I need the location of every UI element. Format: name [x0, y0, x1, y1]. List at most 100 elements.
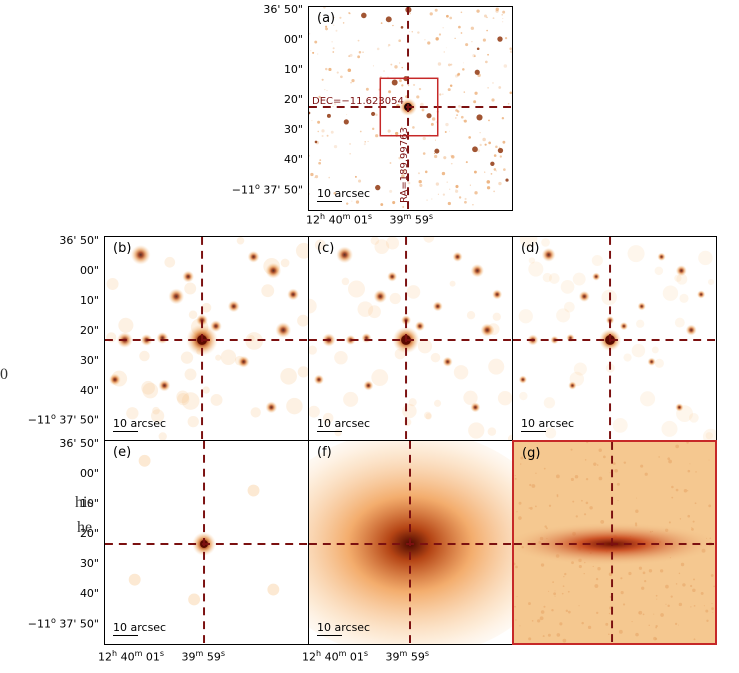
ytick-b-0: 36' 50": [59, 234, 99, 247]
panel-g-image: [514, 442, 715, 643]
panel-f-label: (f): [317, 445, 332, 460]
side-text-0: 0: [0, 366, 8, 383]
ytick-a-1: 00": [283, 33, 303, 46]
panel-b-scalebar: 10 arcsec: [113, 416, 167, 432]
xtick-e-h-unit: h: [112, 649, 118, 658]
ytick-a-6: −11o 37' 50": [232, 182, 303, 197]
ytick-e-4: 30": [79, 557, 99, 570]
panel-f-scale-bar: [317, 634, 342, 636]
xtick-f-s2-unit: s: [424, 649, 429, 658]
side-text-2: he: [77, 519, 93, 536]
xtick-f-s1-unit: s: [363, 649, 369, 658]
panel-a-scalebar: 10 arcsec: [317, 186, 371, 202]
ytick-b-5: 40": [79, 384, 99, 397]
panel-b: (b) 10 arcsec: [104, 236, 309, 441]
ra-annotation: RA=189.99763: [399, 127, 410, 203]
xticks-a: 12h 40m 01s 39m 59s: [306, 212, 433, 227]
panel-c-scalebar: 10 arcsec: [317, 416, 371, 432]
panel-c-image: [309, 237, 512, 440]
panel-c-label: (c): [317, 241, 335, 256]
ytick-a-0: 36' 50": [263, 3, 303, 16]
panel-e-scalebar: 10 arcsec: [113, 621, 166, 636]
ytick-b-6-deg: o: [51, 412, 56, 421]
ytick-b-1: 00": [79, 264, 99, 277]
xtick-f-s2: 59: [410, 650, 425, 664]
xtick-f-m-unit: m: [338, 649, 347, 658]
xtick-e-s1-unit: s: [159, 649, 165, 658]
ytick-e-6-deg: o: [51, 616, 56, 625]
xtick-a-m2-unit: m: [403, 212, 412, 221]
ytick-b-6-prefix: −11: [27, 413, 52, 427]
xtick-a-s2-unit: s: [428, 212, 433, 221]
xtick-a-s2: 59: [414, 213, 429, 227]
xtick-a-m-unit: m: [342, 212, 351, 221]
side-text-1: his: [75, 494, 94, 511]
ytick-a-3: 20": [283, 93, 303, 106]
ytick-b-4: 30": [79, 354, 99, 367]
ytick-e-1: 00": [79, 467, 99, 480]
ytick-a-2: 10": [283, 63, 303, 76]
panel-f-scale-text: 10 arcsec: [317, 620, 371, 634]
xtick-e-s2: 59: [206, 650, 221, 664]
panel-d: (d) 10 arcsec: [512, 236, 717, 441]
panel-e-image: [105, 441, 308, 644]
panel-d-label: (d): [521, 241, 540, 256]
ytick-a-5: 40": [283, 153, 303, 166]
ytick-b-6: −11o 37' 50": [28, 412, 99, 427]
panel-c-scale-bar: [317, 430, 342, 432]
xtick-a-h: 12: [306, 213, 320, 227]
ytick-b-6-suffix: 37' 50": [55, 413, 99, 427]
panel-c-scale-text: 10 arcsec: [317, 416, 371, 430]
xticks-e: 12h 40m 01s 39m 59s: [98, 649, 225, 664]
xtick-e-s2-unit: s: [220, 649, 225, 658]
xticks-f: 12h 40m 01s 39m 59s: [302, 649, 429, 664]
xtick-f-m2-unit: m: [399, 649, 408, 658]
ytick-a-4: 30": [283, 123, 303, 136]
ytick-e-6-suffix: 37' 50": [55, 617, 99, 631]
panel-a-scale-bar: [317, 200, 342, 202]
panel-b-scale-bar: [113, 430, 138, 432]
xtick-e-s1: 01: [145, 650, 160, 664]
ytick-e-2: 10": [79, 497, 99, 510]
ytick-e-6: −11o 37' 50": [28, 616, 99, 631]
xtick-a-h-unit: h: [320, 212, 326, 221]
panel-g-label: (g): [522, 446, 541, 461]
ytick-b-2: 10": [79, 294, 99, 307]
panel-f-scalebar: 10 arcsec: [317, 620, 371, 636]
panel-c: (c) 10 arcsec: [308, 236, 513, 441]
ytick-e-0: 36' 50": [59, 437, 99, 450]
panel-d-scale-text: 10 arcsec: [521, 416, 575, 430]
xtick-e-m2: 39: [181, 650, 196, 664]
panel-b-image: [105, 237, 308, 440]
xtick-e-m2-unit: m: [195, 649, 204, 658]
panel-b-scale-text: 10 arcsec: [113, 416, 167, 430]
xtick-a-s1-unit: s: [367, 212, 373, 221]
panel-d-scale-bar: [521, 430, 546, 432]
xtick-e-m-unit: m: [134, 649, 143, 658]
xtick-a-m2: 39: [389, 213, 404, 227]
ytick-a-6-deg: o: [255, 182, 260, 191]
panel-f-image: [309, 441, 512, 644]
panel-f: (f) 10 arcsec: [308, 440, 513, 645]
xtick-e-m: 40: [120, 650, 135, 664]
panel-a-label: (a): [317, 11, 336, 26]
xtick-a-m: 40: [328, 213, 343, 227]
xtick-f-h-unit: h: [316, 649, 322, 658]
xtick-f-s1: 01: [349, 650, 364, 664]
ytick-a-6-prefix: −11: [231, 183, 256, 197]
panel-d-scalebar: 10 arcsec: [521, 416, 575, 432]
ytick-b-3: 20": [79, 324, 99, 337]
panel-a: (a) 10 arcsec DEC=−11.623054 RA=189.9976…: [308, 6, 513, 211]
ytick-e-3: 20": [79, 527, 99, 540]
panel-d-image: [513, 237, 716, 440]
panel-b-label: (b): [113, 241, 132, 256]
dec-annotation: DEC=−11.623054: [312, 96, 404, 107]
panel-e: (e) 10 arcsec: [104, 440, 309, 645]
xtick-f-h: 12: [302, 650, 316, 664]
panel-g: (g): [512, 440, 717, 645]
ytick-e-6-prefix: −11: [27, 617, 52, 631]
panel-a-scale-text: 10 arcsec: [317, 186, 371, 200]
xtick-f-m: 40: [324, 650, 339, 664]
xtick-f-m2: 39: [385, 650, 400, 664]
ytick-e-5: 40": [79, 587, 99, 600]
